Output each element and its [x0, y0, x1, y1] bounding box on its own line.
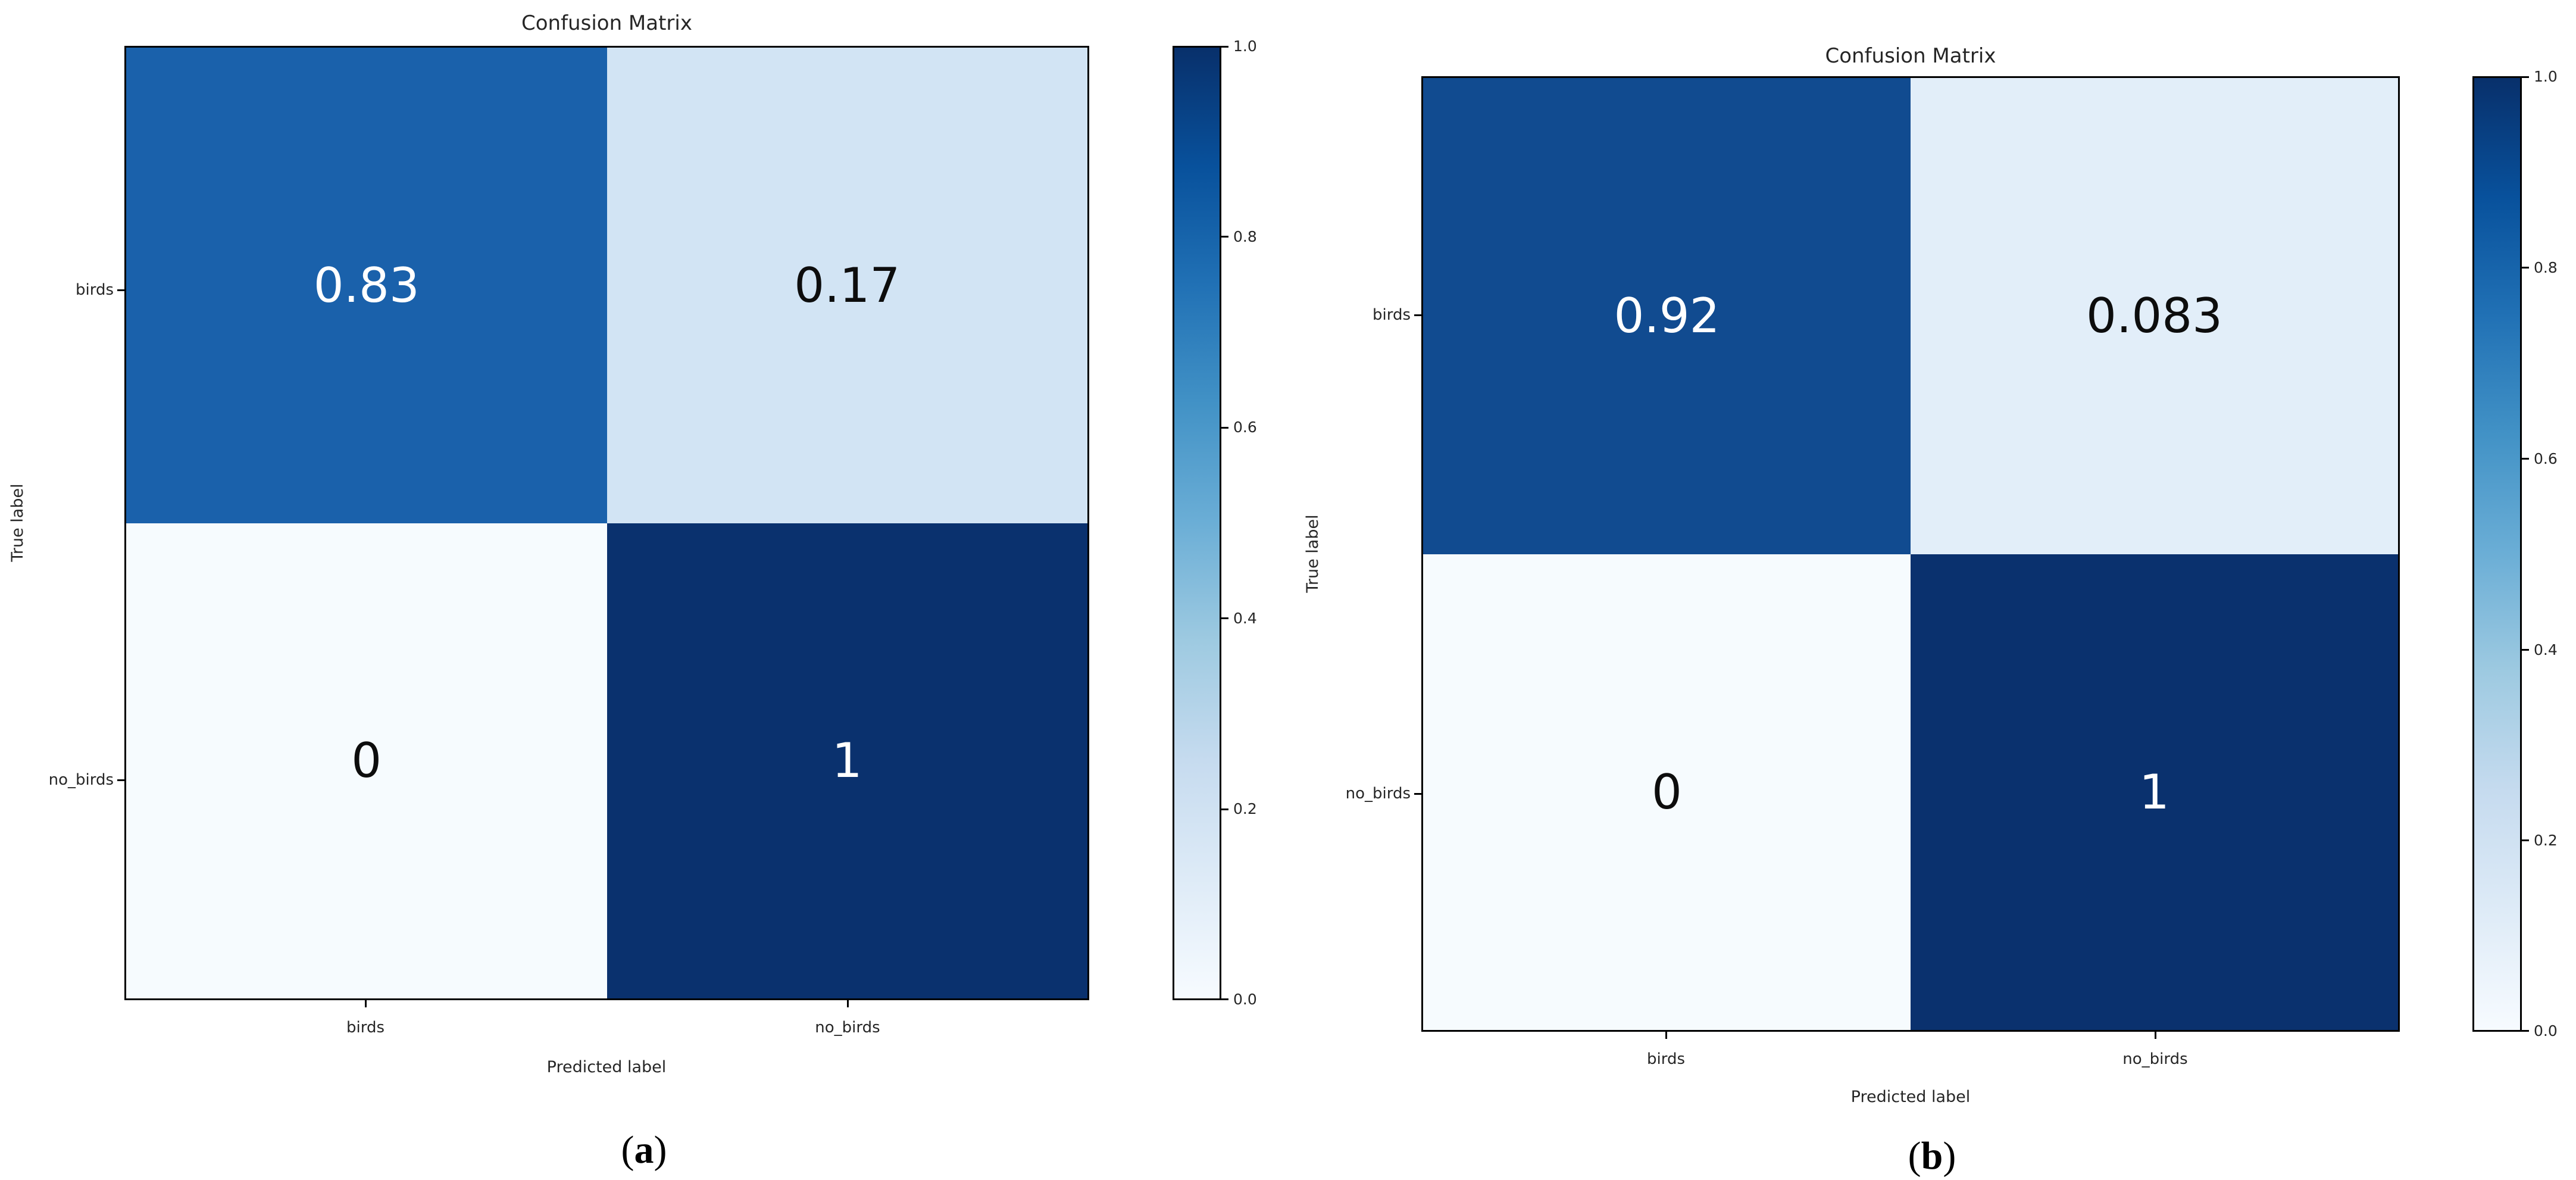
panel-a-cbar-label-00: 0.0 [1233, 991, 1257, 1008]
panel-a-cbar-tick-mark-02 [1221, 808, 1228, 810]
panel-b-xlabel: Predicted label [1850, 1088, 1971, 1106]
panel-b-cell-true-birds-pred-birds: 0.92 [1423, 78, 1911, 554]
panel-b-ytick-nobirds: no_birds [1345, 785, 1411, 803]
panel-a-xtick-mark-birds [365, 1000, 367, 1007]
panel-b-cbar-tick-mark-08 [2522, 267, 2529, 269]
panel-b-cell-true-nobirds-pred-birds: 0 [1423, 554, 1911, 1030]
panel-b-ytick-birds: birds [1372, 306, 1411, 324]
panel-a-title: Confusion Matrix [521, 11, 692, 35]
panel-b-cbar-tick-mark-10 [2522, 76, 2529, 78]
panel-a-ytick-mark-birds [117, 289, 124, 291]
panel-a-caption-letter: a [634, 1128, 654, 1172]
panel-a-cbar-tick-mark-00 [1221, 998, 1228, 1000]
panel-b-cbar-label-10: 1.0 [2534, 68, 2558, 85]
panel-a-caption: (a) [0, 1127, 1288, 1173]
panel-a-colorbar [1173, 46, 1221, 1000]
panel-b-caption-open: ( [1908, 1134, 1921, 1178]
panel-b-title: Confusion Matrix [1825, 44, 1996, 68]
panel-b-cbar-tick-mark-04 [2522, 649, 2529, 651]
panel-b-cbar-tick-mark-06 [2522, 458, 2529, 460]
panel-b-ytick-mark-nobirds [1414, 793, 1421, 795]
panel-a-cell-true-birds-pred-nobirds: 0.17 [607, 48, 1087, 523]
panel-a-cbar-label-08: 0.8 [1233, 228, 1257, 245]
panel-a-cell-true-birds-pred-birds: 0.83 [126, 48, 607, 523]
panel-b-xtick-nobirds: no_birds [2122, 1050, 2188, 1068]
panel-a-ytick-nobirds: no_birds [48, 771, 114, 789]
panel-b-cbar-label-02: 0.2 [2534, 832, 2558, 849]
panel-b-xtick-mark-nobirds [2155, 1032, 2156, 1039]
panel-b-cell-true-nobirds-pred-nobirds: 1 [1911, 554, 2398, 1030]
panel-a-cbar-label-10: 1.0 [1233, 38, 1257, 55]
panel-a-ytick-birds: birds [75, 281, 114, 299]
panel-a-xtick-birds: birds [346, 1019, 384, 1037]
panel-b-cbar-tick-mark-00 [2522, 1030, 2529, 1032]
panel-a-caption-open: ( [621, 1128, 634, 1172]
panel-a-xtick-mark-nobirds [847, 1000, 849, 1007]
panel-a-cbar-label-02: 0.2 [1233, 800, 1257, 817]
panel-b-xtick-birds: birds [1646, 1050, 1685, 1068]
panel-b-caption: (b) [1288, 1133, 2576, 1179]
panel-a-cbar-label-04: 0.4 [1233, 610, 1257, 627]
panel-a-cbar-label-06: 0.6 [1233, 419, 1257, 436]
panel-a-xtick-nobirds: no_birds [815, 1019, 880, 1037]
panel-a-cbar-tick-mark-10 [1221, 46, 1228, 48]
panel-b-ylabel: True label [1303, 514, 1322, 593]
panel-b-cbar-label-06: 0.6 [2534, 450, 2558, 467]
panel-b-ytick-mark-birds [1414, 314, 1421, 316]
panel-a: Confusion Matrix 0.83 0.17 0 1 birds no_… [0, 11, 1288, 1173]
panel-a-xlabel: Predicted label [546, 1058, 667, 1076]
panel-b-heatmap: 0.92 0.083 0 1 [1421, 76, 2400, 1032]
panel-b-cbar-label-00: 0.0 [2534, 1022, 2558, 1039]
panel-a-heatmap: 0.83 0.17 0 1 [124, 46, 1089, 1000]
panel-a-cbar-tick-mark-08 [1221, 236, 1228, 238]
panel-b-cbar-label-04: 0.4 [2534, 641, 2558, 658]
panel-b-colorbar [2472, 76, 2522, 1032]
panel-b-cell-true-birds-pred-nobirds: 0.083 [1911, 78, 2398, 554]
panel-b-caption-close: ) [1943, 1134, 1956, 1178]
panel-a-cbar-tick-mark-04 [1221, 617, 1228, 619]
panel-b-cbar-label-08: 0.8 [2534, 259, 2558, 276]
panel-b-cbar-tick-mark-02 [2522, 839, 2529, 841]
panel-a-caption-close: ) [654, 1128, 667, 1172]
panel-a-cbar-tick-mark-06 [1221, 427, 1228, 429]
panel-a-cell-true-nobirds-pred-birds: 0 [126, 523, 607, 998]
panel-a-cell-true-nobirds-pred-nobirds: 1 [607, 523, 1087, 998]
panel-b-caption-letter: b [1921, 1134, 1943, 1178]
panel-a-ytick-mark-nobirds [117, 779, 124, 781]
panel-b-xtick-mark-birds [1665, 1032, 1667, 1039]
